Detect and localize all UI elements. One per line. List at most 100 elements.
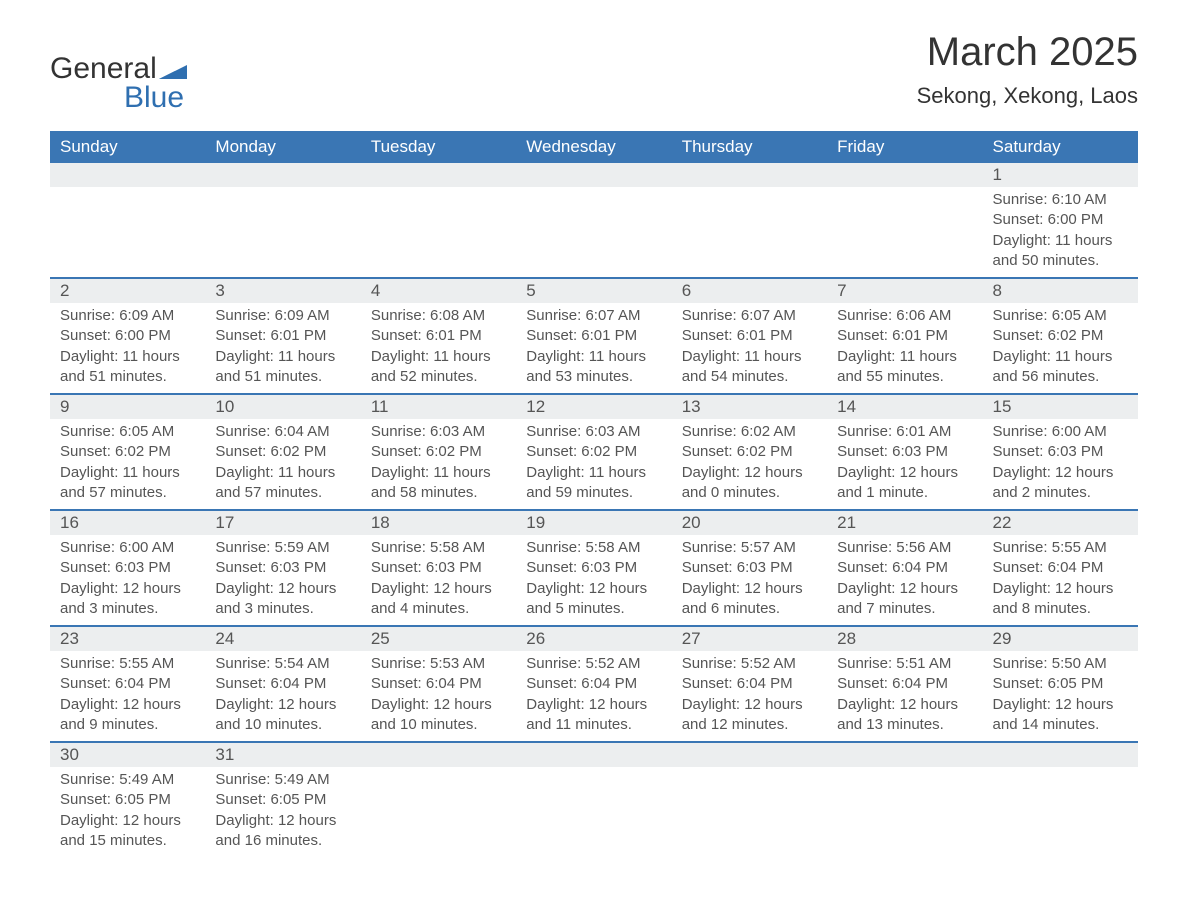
day-number: 3 [205,279,360,303]
day-detail: Sunrise: 5:49 AMSunset: 6:05 PMDaylight:… [205,767,360,857]
sunrise-text: Sunrise: 5:54 AM [215,654,350,674]
day-cell: 30Sunrise: 5:49 AMSunset: 6:05 PMDayligh… [50,742,205,857]
day-detail: Sunrise: 5:57 AMSunset: 6:03 PMDaylight:… [672,535,827,625]
daylight-text: Daylight: 12 hours [993,579,1128,599]
day-detail [672,767,827,837]
sunrise-text: Sunrise: 5:56 AM [837,538,972,558]
day-cell: 5Sunrise: 6:07 AMSunset: 6:01 PMDaylight… [516,278,671,394]
day-detail [672,187,827,257]
daylight-text-cont: and 13 minutes. [837,715,972,735]
sunrise-text: Sunrise: 6:08 AM [371,306,506,326]
daylight-text-cont: and 8 minutes. [993,599,1128,619]
day-detail [361,187,516,257]
day-detail [50,187,205,257]
weekday-header: Sunday [50,131,205,163]
daylight-text: Daylight: 12 hours [837,463,972,483]
day-number [361,163,516,187]
daylight-text-cont: and 56 minutes. [993,367,1128,387]
daylight-text-cont: and 54 minutes. [682,367,817,387]
daylight-text: Daylight: 12 hours [215,811,350,831]
day-number [361,743,516,767]
sunrise-text: Sunrise: 6:03 AM [371,422,506,442]
sunrise-text: Sunrise: 5:53 AM [371,654,506,674]
sunset-text: Sunset: 6:04 PM [993,558,1128,578]
day-cell: 17Sunrise: 5:59 AMSunset: 6:03 PMDayligh… [205,510,360,626]
day-detail: Sunrise: 5:54 AMSunset: 6:04 PMDaylight:… [205,651,360,741]
day-cell: 9Sunrise: 6:05 AMSunset: 6:02 PMDaylight… [50,394,205,510]
sunrise-text: Sunrise: 6:05 AM [60,422,195,442]
daylight-text: Daylight: 11 hours [215,463,350,483]
sunset-text: Sunset: 6:03 PM [993,442,1128,462]
day-detail: Sunrise: 6:09 AMSunset: 6:01 PMDaylight:… [205,303,360,393]
daylight-text: Daylight: 12 hours [837,695,972,715]
daylight-text: Daylight: 11 hours [60,463,195,483]
weekday-header-row: Sunday Monday Tuesday Wednesday Thursday… [50,131,1138,163]
daylight-text-cont: and 16 minutes. [215,831,350,851]
sunrise-text: Sunrise: 6:05 AM [993,306,1128,326]
day-cell: 27Sunrise: 5:52 AMSunset: 6:04 PMDayligh… [672,626,827,742]
sunset-text: Sunset: 6:00 PM [60,326,195,346]
day-number: 10 [205,395,360,419]
day-detail: Sunrise: 5:56 AMSunset: 6:04 PMDaylight:… [827,535,982,625]
daylight-text: Daylight: 11 hours [682,347,817,367]
day-number: 28 [827,627,982,651]
empty-cell [516,163,671,278]
daylight-text: Daylight: 11 hours [526,463,661,483]
daylight-text: Daylight: 11 hours [526,347,661,367]
empty-cell [672,163,827,278]
sunset-text: Sunset: 6:03 PM [371,558,506,578]
day-detail: Sunrise: 6:05 AMSunset: 6:02 PMDaylight:… [983,303,1138,393]
day-number [205,163,360,187]
sunrise-text: Sunrise: 6:03 AM [526,422,661,442]
sunset-text: Sunset: 6:03 PM [682,558,817,578]
day-number: 13 [672,395,827,419]
sunset-text: Sunset: 6:00 PM [993,210,1128,230]
day-cell: 14Sunrise: 6:01 AMSunset: 6:03 PMDayligh… [827,394,982,510]
day-detail [983,767,1138,837]
calendar-row: 1Sunrise: 6:10 AMSunset: 6:00 PMDaylight… [50,163,1138,278]
day-number [827,743,982,767]
day-cell: 22Sunrise: 5:55 AMSunset: 6:04 PMDayligh… [983,510,1138,626]
day-number: 12 [516,395,671,419]
sunset-text: Sunset: 6:02 PM [215,442,350,462]
day-number: 22 [983,511,1138,535]
calendar-row: 23Sunrise: 5:55 AMSunset: 6:04 PMDayligh… [50,626,1138,742]
sunset-text: Sunset: 6:04 PM [837,674,972,694]
day-cell: 31Sunrise: 5:49 AMSunset: 6:05 PMDayligh… [205,742,360,857]
daylight-text-cont: and 59 minutes. [526,483,661,503]
day-detail: Sunrise: 5:50 AMSunset: 6:05 PMDaylight:… [983,651,1138,741]
sunset-text: Sunset: 6:02 PM [993,326,1128,346]
sunset-text: Sunset: 6:04 PM [215,674,350,694]
day-detail [361,767,516,837]
weekday-header: Monday [205,131,360,163]
daylight-text: Daylight: 12 hours [526,579,661,599]
day-cell: 25Sunrise: 5:53 AMSunset: 6:04 PMDayligh… [361,626,516,742]
day-detail: Sunrise: 5:58 AMSunset: 6:03 PMDaylight:… [361,535,516,625]
sunset-text: Sunset: 6:04 PM [526,674,661,694]
day-detail: Sunrise: 6:00 AMSunset: 6:03 PMDaylight:… [983,419,1138,509]
daylight-text-cont: and 10 minutes. [371,715,506,735]
day-detail: Sunrise: 6:09 AMSunset: 6:00 PMDaylight:… [50,303,205,393]
day-detail [827,767,982,837]
day-detail: Sunrise: 5:49 AMSunset: 6:05 PMDaylight:… [50,767,205,857]
daylight-text: Daylight: 12 hours [215,579,350,599]
day-number [50,163,205,187]
daylight-text-cont: and 1 minute. [837,483,972,503]
calendar-row: 2Sunrise: 6:09 AMSunset: 6:00 PMDaylight… [50,278,1138,394]
sunset-text: Sunset: 6:05 PM [215,790,350,810]
day-cell: 8Sunrise: 6:05 AMSunset: 6:02 PMDaylight… [983,278,1138,394]
day-cell: 3Sunrise: 6:09 AMSunset: 6:01 PMDaylight… [205,278,360,394]
day-number: 30 [50,743,205,767]
empty-cell [361,742,516,857]
day-detail: Sunrise: 6:00 AMSunset: 6:03 PMDaylight:… [50,535,205,625]
sunset-text: Sunset: 6:05 PM [60,790,195,810]
day-detail: Sunrise: 6:05 AMSunset: 6:02 PMDaylight:… [50,419,205,509]
brand-name-top: General [50,52,157,85]
weekday-header: Saturday [983,131,1138,163]
day-detail [205,187,360,257]
day-number [516,163,671,187]
daylight-text: Daylight: 11 hours [215,347,350,367]
day-number: 11 [361,395,516,419]
day-cell: 7Sunrise: 6:06 AMSunset: 6:01 PMDaylight… [827,278,982,394]
day-number: 9 [50,395,205,419]
